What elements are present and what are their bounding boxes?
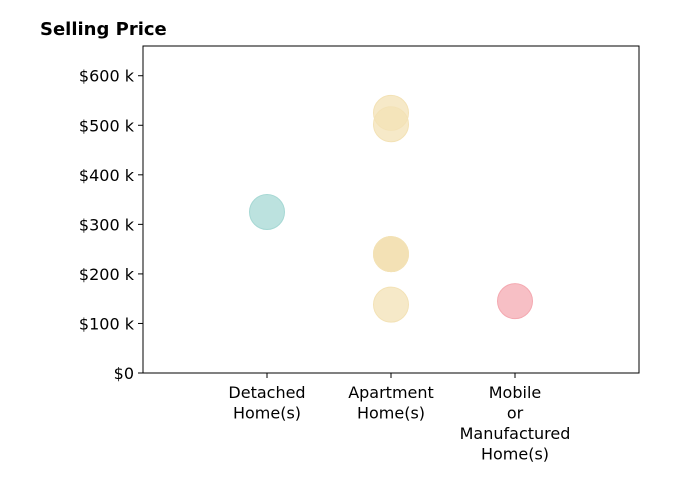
data-point: [373, 236, 409, 273]
x-tick-label-line: Home(s): [233, 404, 301, 423]
y-axis: $0 $100 k $200 k $300 k $400 k $500 k $600 k: [79, 67, 143, 383]
x-tick-label-line: Apartment: [348, 383, 434, 402]
x-axis: Detached Home(s) Apartment Home(s) Mobile orM…: [228, 373, 570, 464]
x-tick-label-line: Home(s): [481, 445, 549, 464]
y-tick-label: $300 k: [79, 215, 135, 234]
x-tick-label-line: Home(s): [357, 404, 425, 423]
chart-title: Selling Price: [40, 19, 167, 40]
x-tick-label-line: Mobile: [489, 383, 541, 402]
x-tick-label-line: Manufactured: [460, 424, 571, 443]
x-tick-label: Detached Home(s): [228, 383, 305, 423]
x-tick-label-line: or: [507, 404, 524, 423]
data-point: [373, 286, 409, 323]
y-tick-label: $500 k: [79, 116, 135, 135]
data-point: [249, 193, 285, 230]
y-tick-label: $200 k: [79, 265, 135, 284]
plot-area: [249, 94, 533, 323]
data-point: [497, 283, 533, 320]
y-tick-label: $0: [114, 364, 134, 383]
y-tick-label: $400 k: [79, 166, 135, 185]
y-tick-label: $100 k: [79, 314, 135, 333]
data-point: [373, 106, 409, 143]
x-tick-label: Apartment Home(s): [348, 383, 434, 423]
x-tick-label-line: Detached: [228, 383, 305, 402]
y-tick-label: $600 k: [79, 67, 135, 86]
